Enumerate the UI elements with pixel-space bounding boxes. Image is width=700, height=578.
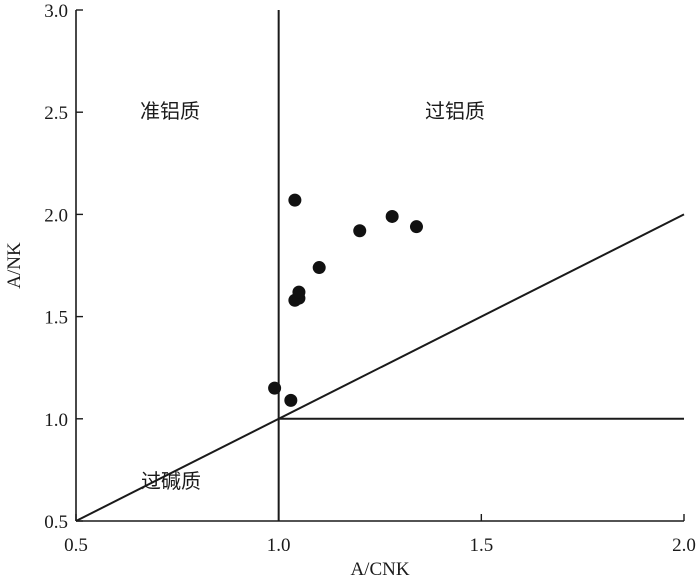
y-tick-label: 3.0	[44, 1, 68, 22]
reference-line	[75, 213, 685, 522]
x-tick-label: 1.0	[267, 535, 291, 556]
data-points	[268, 193, 423, 407]
y-axis-title: A/NK	[4, 242, 25, 289]
data-point	[284, 393, 298, 407]
data-point	[409, 220, 423, 234]
data-point	[268, 381, 282, 395]
data-point	[353, 224, 367, 238]
region-label-metaluminous: 准铝质	[140, 99, 200, 123]
x-tick-label: 1.5	[469, 535, 493, 556]
x-axis-title: A/CNK	[350, 559, 409, 578]
axes	[75, 10, 684, 522]
reference-lines	[75, 10, 685, 522]
y-tick-label: 2.5	[44, 103, 68, 124]
axis-ticks: 0.5 1.0 1.5 2.0 0.5 1.0 1.5 2.0 2.5 3.0	[44, 1, 696, 556]
region-label-peralkaline: 过碱质	[141, 469, 201, 493]
data-point	[288, 193, 302, 207]
region-label-peraluminous: 过铝质	[425, 99, 485, 123]
data-point	[292, 285, 306, 299]
y-tick-label: 1.0	[44, 410, 68, 431]
y-tick-label: 0.5	[44, 512, 68, 533]
x-tick-label: 0.5	[64, 535, 88, 556]
data-point	[385, 209, 399, 223]
y-tick-label: 2.0	[44, 205, 68, 226]
y-tick-label: 1.5	[44, 308, 68, 329]
x-tick-label: 2.0	[672, 535, 696, 556]
data-point	[312, 261, 326, 275]
